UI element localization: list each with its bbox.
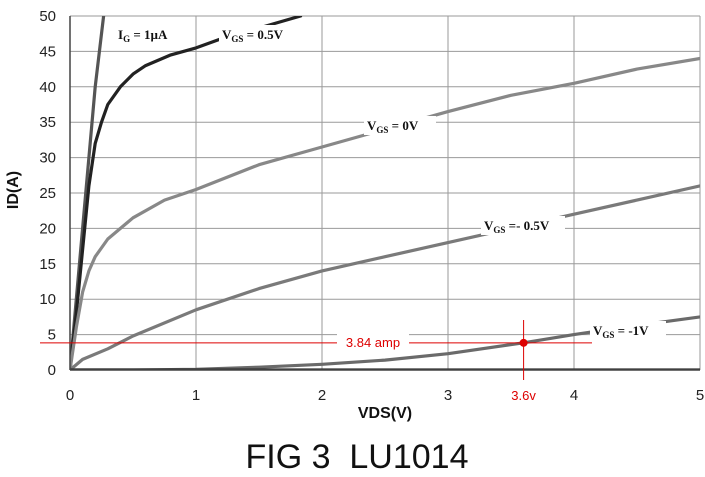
series-label-bg [364, 116, 436, 135]
x-tick-label: 1 [192, 387, 200, 404]
grid [69, 15, 701, 371]
series-label-text: VGS =- 0.5V [484, 218, 550, 235]
y-tick-label: 50 [39, 8, 56, 25]
axes [69, 16, 700, 371]
series-label-bg [115, 25, 181, 44]
curves [70, 16, 700, 370]
y-tick-label: 25 [39, 185, 56, 202]
series-label-bg [590, 321, 666, 340]
x-tick-label: 0 [66, 387, 74, 404]
x-tick-label: 5 [696, 387, 704, 404]
x-tick-label: 2 [318, 387, 326, 404]
series-label-text: IG = 1µA [118, 27, 168, 44]
y-tick-label: 10 [39, 291, 56, 308]
annotation-x-value: 3.6v [511, 388, 536, 403]
series-label-1: VGS = 0.5V [219, 25, 303, 44]
y-tick-label: 0 [48, 362, 56, 379]
curve-labels: IG = 1µA VGS = 0.5V VGS = 0V VGS =- 0.5V VGS… [115, 25, 666, 340]
series-label-text: VGS = -1V [593, 323, 649, 340]
y-tick-label: 15 [39, 256, 56, 273]
annotation-y-bg [337, 332, 409, 349]
series-label-4: VGS = -1V [590, 321, 666, 340]
annotation-point [519, 338, 528, 347]
y-tick-label: 40 [39, 79, 56, 96]
series-label-bg [219, 25, 303, 44]
series-label-text: VGS = 0V [367, 118, 419, 135]
x-tick-label: 3 [444, 387, 452, 404]
x-axis-title: VDS(V) [358, 405, 412, 422]
x-tick-label: 4 [570, 387, 578, 404]
series-label-2: VGS = 0V [364, 116, 436, 135]
series-label-0: IG = 1µA [115, 25, 181, 44]
y-tick-label: 35 [39, 114, 56, 131]
y-axis-title: ID(A) [5, 171, 22, 209]
y-tick-label: 30 [39, 150, 56, 167]
series-line-3 [70, 184, 700, 370]
annotation: 3.84 amp 3.6v [40, 320, 592, 404]
y-tick-label: 45 [39, 43, 56, 60]
annotation-x-bg [503, 387, 544, 404]
series-label-bg [481, 216, 565, 235]
annotation-y-value: 3.84 amp [346, 335, 400, 350]
series-line-1 [70, 16, 303, 370]
series-label-3: VGS =- 0.5V [481, 216, 565, 235]
series-label-text: VGS = 0.5V [222, 27, 284, 44]
y-tick-label: 5 [48, 327, 56, 344]
series-line-2 [70, 56, 700, 370]
y-tick-label: 20 [39, 220, 56, 237]
figure-title: FIG 3 LU1014 [245, 438, 468, 476]
